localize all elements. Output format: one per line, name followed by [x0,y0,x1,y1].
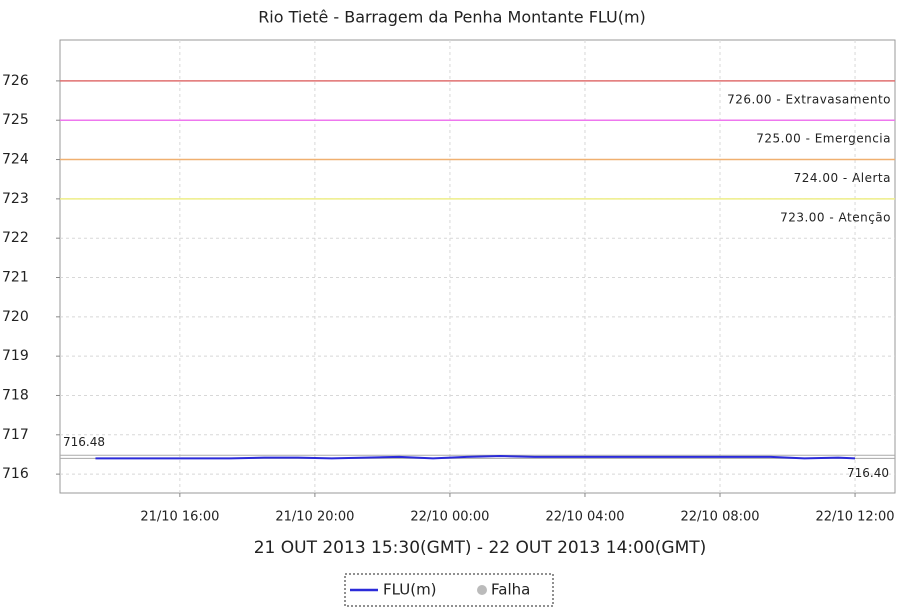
annotation-label: 716.40 [847,466,889,480]
x-tick-label: 21/10 16:00 [140,510,219,525]
threshold-label: 724.00 - Alerta [794,171,891,185]
x-tick-label: 22/10 08:00 [680,510,759,525]
y-tick-label: 716 [2,466,29,482]
y-tick-label: 721 [2,270,29,286]
y-tick-label: 718 [2,387,29,403]
y-tick-label: 724 [2,152,29,168]
y-tick-label: 725 [2,112,29,128]
x-tick-label: 22/10 04:00 [545,510,624,525]
legend-label: Falha [491,581,530,599]
legend-swatch [477,585,487,595]
threshold-label: 723.00 - Atenção [780,210,891,224]
y-tick-label: 723 [2,191,29,207]
x-tick-label: 22/10 00:00 [410,510,489,525]
series-line [95,455,856,460]
annotation-label: 716.48 [63,435,105,449]
y-tick-label: 717 [2,427,29,443]
chart-title: Rio Tietê - Barragem da Penha Montante F… [258,8,646,27]
y-tick-label: 720 [2,309,29,325]
x-tick-label: 22/10 12:00 [816,510,895,525]
legend-label: FLU(m) [383,581,437,599]
plot-frame [59,39,896,494]
y-tick-label: 719 [2,348,29,364]
y-tick-label: 726 [2,73,29,89]
x-tick-label: 21/10 20:00 [275,510,354,525]
y-tick-label: 722 [2,230,29,246]
legend-box [344,573,554,607]
threshold-label: 726.00 - Extravasamento [727,92,891,106]
threshold-label: 725.00 - Emergencia [756,132,891,146]
x-axis-label: 21 OUT 2013 15:30(GMT) - 22 OUT 2013 14:… [254,538,707,558]
